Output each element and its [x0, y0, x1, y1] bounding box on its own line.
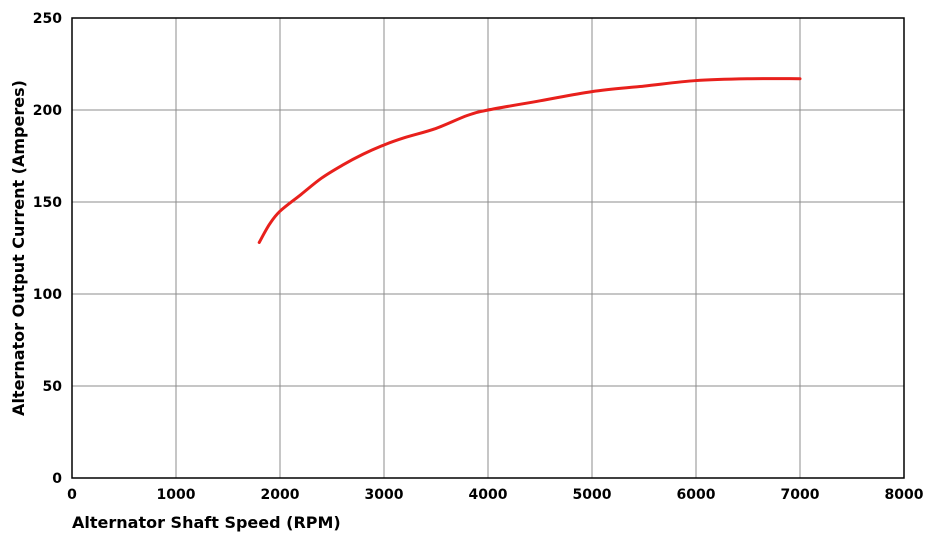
x-axis-label: Alternator Shaft Speed (RPM) — [72, 513, 341, 532]
y-axis-label: Alternator Output Current (Amperes) — [9, 80, 28, 416]
x-tick-label: 0 — [67, 487, 77, 503]
x-tick-label: 2000 — [261, 487, 300, 503]
y-tick-label: 50 — [43, 379, 63, 395]
plot-frame — [71, 17, 905, 479]
x-tick-label: 5000 — [573, 487, 612, 503]
x-tick-label: 3000 — [365, 487, 404, 503]
series-line — [257, 77, 802, 244]
y-tick-label: 200 — [33, 103, 62, 119]
x-tick-label: 4000 — [469, 487, 508, 503]
y-tick-label: 150 — [33, 195, 62, 211]
x-tick-label: 8000 — [885, 487, 924, 503]
series-layer — [257, 77, 802, 244]
grid-lines — [71, 17, 905, 479]
x-axis-ticks: 0 1000 2000 3000 4000 5000 6000 7000 8000 — [67, 487, 924, 503]
x-tick-label: 7000 — [781, 487, 820, 503]
x-tick-label: 1000 — [157, 487, 196, 503]
y-tick-label: 250 — [33, 11, 62, 27]
y-axis-ticks: 0 50 100 150 200 250 — [33, 11, 62, 487]
x-tick-label: 6000 — [677, 487, 716, 503]
y-tick-label: 100 — [33, 287, 62, 303]
y-tick-label: 0 — [52, 471, 62, 487]
